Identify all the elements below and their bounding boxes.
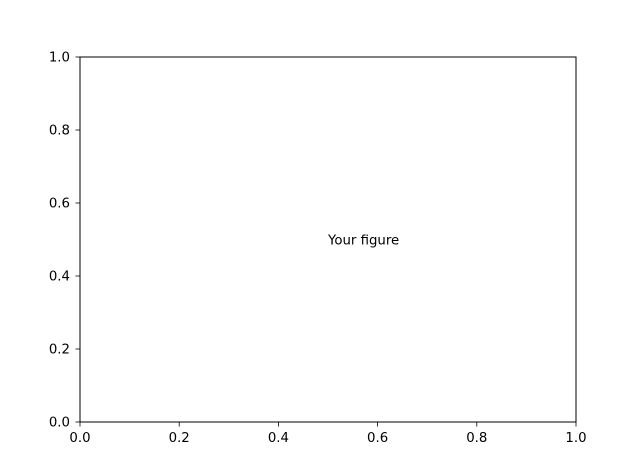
y-tick-label: 0.6 — [49, 197, 70, 212]
x-tick-label: 0.2 — [169, 431, 190, 446]
annotations: Your figure — [327, 234, 399, 249]
x-tick-label: 1.0 — [565, 431, 586, 446]
y-tick-label: 0.4 — [49, 270, 70, 285]
axes-frame — [79, 56, 577, 423]
x-axis-ticks: 0.0 0.2 0.4 0.6 0.8 1.0 — [69, 422, 587, 446]
y-tick-label: 1.0 — [49, 51, 70, 66]
y-axis-ticks: 0.0 0.2 0.4 0.6 0.8 1.0 — [49, 51, 80, 431]
annotation-text: Your figure — [327, 234, 399, 249]
y-tick-label: 0.8 — [49, 124, 70, 139]
y-tick-label: 0.0 — [49, 416, 70, 431]
x-tick-label: 0.8 — [466, 431, 487, 446]
y-tick-label: 0.2 — [49, 343, 70, 358]
x-tick-label: 0.6 — [367, 431, 388, 446]
x-tick-label: 0.0 — [69, 431, 90, 446]
x-tick-label: 0.4 — [268, 431, 289, 446]
axes-background — [80, 57, 576, 422]
